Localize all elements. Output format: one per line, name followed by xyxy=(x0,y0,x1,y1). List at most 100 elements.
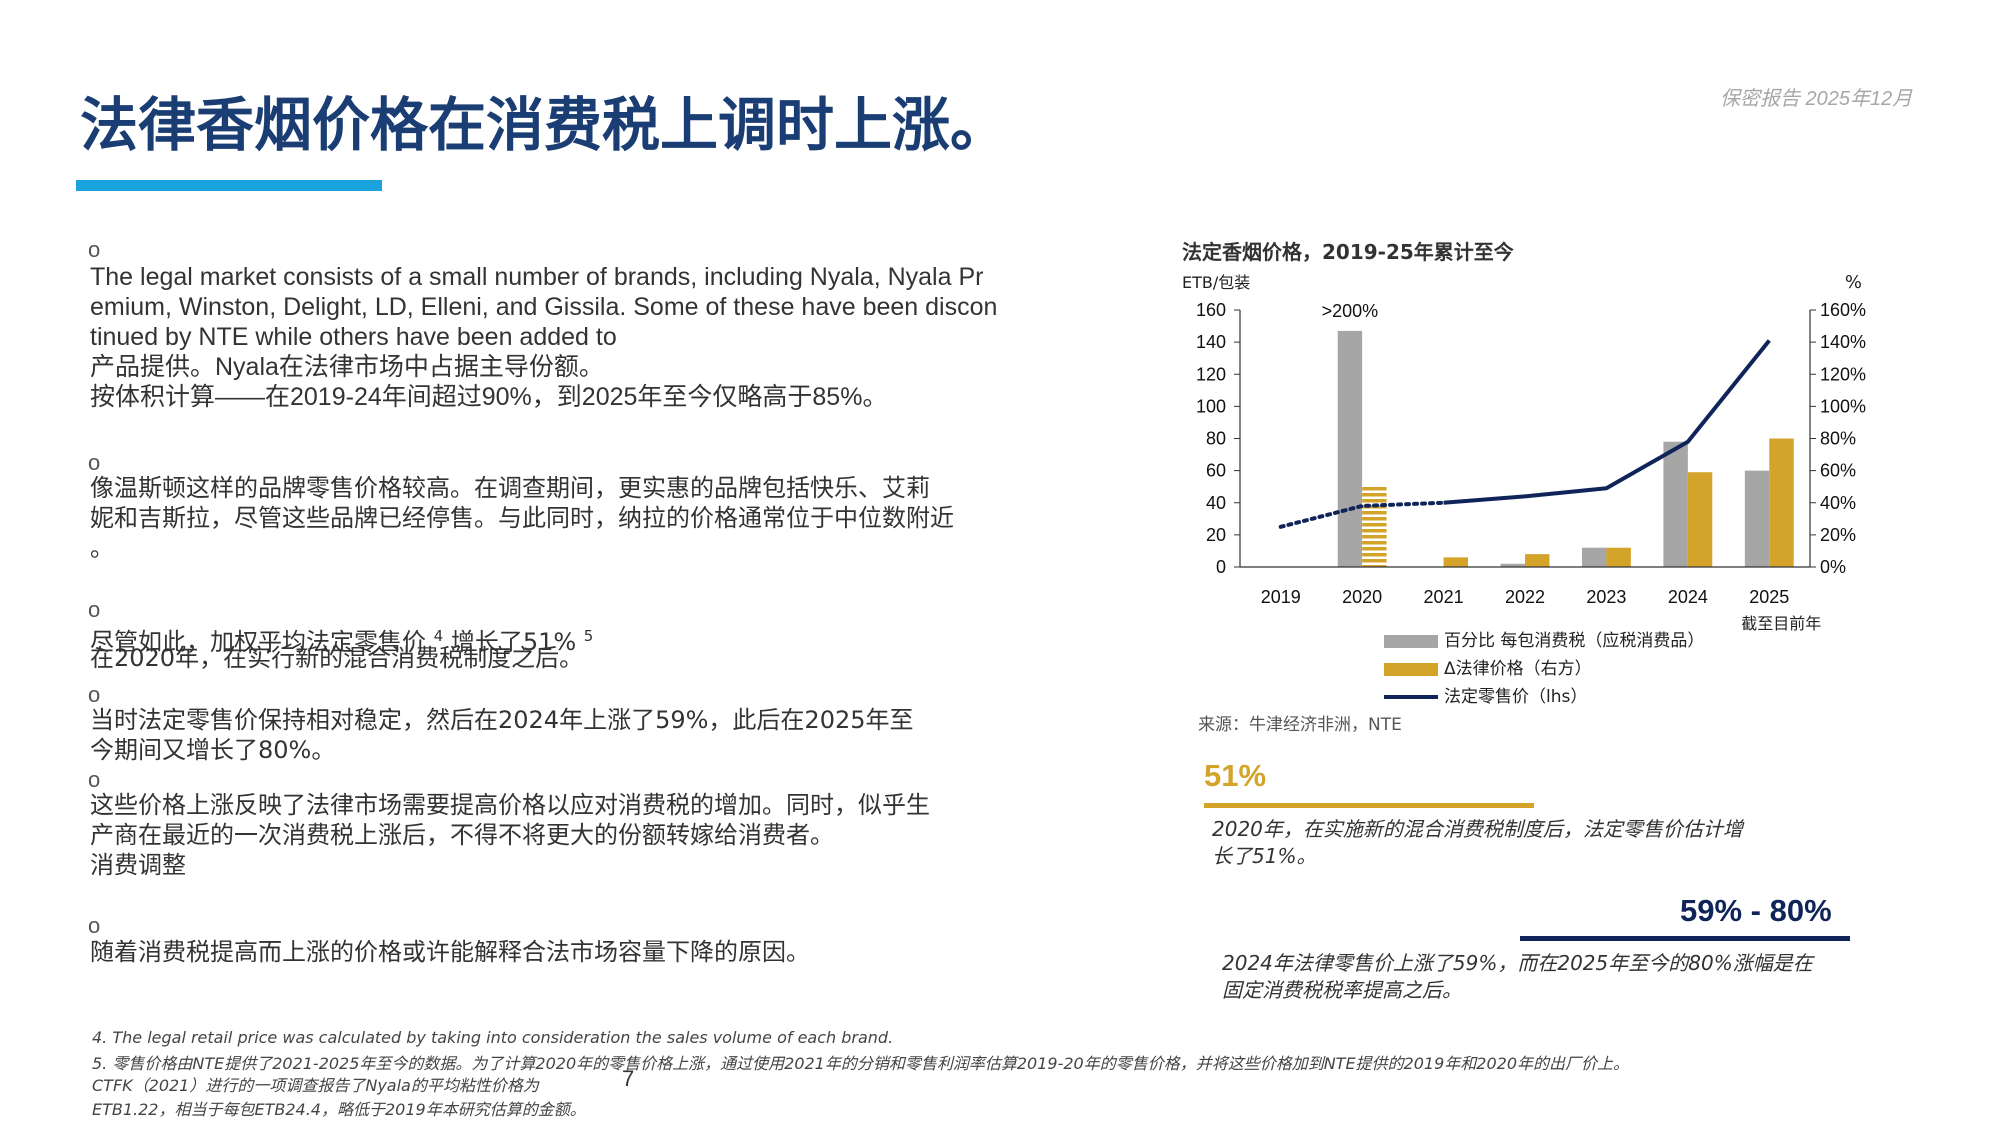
bullet-marker: o xyxy=(88,767,101,792)
chart-title: 法定香烟价格，2019-25年累计至今 xyxy=(1182,240,1514,264)
retail-price-line xyxy=(1278,339,1771,529)
text-line: 消费调整 xyxy=(90,851,186,879)
tick-label: 80 xyxy=(1206,429,1226,449)
bullet-marker: o xyxy=(88,450,101,475)
legend-swatch-gold xyxy=(1384,662,1438,676)
x-tick-label: 2025 xyxy=(1749,587,1789,607)
tick-label: 80% xyxy=(1820,429,1856,449)
bullet-1-text: The legal market consists of a small num… xyxy=(90,262,997,412)
x-axis: 2019 2020 2021 2022 2023 2024 2025 xyxy=(1261,587,1790,607)
callout-value-59-80: 59% - 80% xyxy=(1680,893,1832,928)
text-line: 妮和吉斯拉，尽管这些品牌已经停售。与此同时，纳拉的价格通常位于中位数附近 xyxy=(90,504,954,532)
text-line: 2020年，在实施新的混合消费税制度后，法定零售价估计增 xyxy=(1212,817,1743,841)
page-title: 法律香烟价格在消费税上调时上涨。 xyxy=(80,91,1009,159)
legend-swatch-line xyxy=(1384,695,1438,699)
text-line: 在2020年，在实行新的混合消费税制度之后。 xyxy=(90,644,584,672)
x-tick-label: 2022 xyxy=(1505,587,1545,607)
category-note: 截至目前年 xyxy=(1741,614,1821,633)
legend-label: Δ法律价格（右方） xyxy=(1444,659,1592,679)
source-note: 来源：牛津经济非洲，NTE xyxy=(1198,715,1402,735)
page-number: 7 xyxy=(622,1066,635,1091)
tick-label: 0% xyxy=(1820,557,1846,577)
right-axis: 0% 20% 40% 60% 80% 100% 120% 140% 160% xyxy=(1810,300,1866,577)
tick-label: 20% xyxy=(1820,525,1856,545)
tick-label: 120 xyxy=(1196,364,1226,384)
bar-price-change-2023 xyxy=(1606,547,1631,567)
bar-price-change-2025 xyxy=(1769,438,1794,567)
text-fragment: 增长了51% xyxy=(443,628,584,656)
text-line: The legal market consists of a small num… xyxy=(90,263,984,291)
bullet-4-text: 当时法定零售价保持相对稳定，然后在2024年上涨了59%，此后在2025年至 今… xyxy=(90,705,914,765)
tick-label: 120% xyxy=(1820,364,1866,384)
text-line: 按体积计算——在2019-24年间超过90%，到2025年至今仅略高于85%。 xyxy=(90,383,888,411)
text-line: 产商在最近的一次消费税上涨后，不得不将更大的份额转嫁给消费者。 xyxy=(90,821,834,849)
tick-label: 140% xyxy=(1820,332,1866,352)
x-tick-label: 2019 xyxy=(1261,587,1301,607)
text-line: 。 xyxy=(90,534,114,562)
legend-label: 百分比 每包消费税（应税消费品） xyxy=(1444,631,1705,651)
bullet-marker: o xyxy=(88,237,101,262)
x-tick-label: 2021 xyxy=(1424,587,1464,607)
bullet-marker: o xyxy=(88,682,101,707)
bar-excise-2025 xyxy=(1744,470,1770,567)
footnote-5-cont: CTFK（2021）进行的一项调查报告了Nyala的平均粘性价格为 xyxy=(92,1076,539,1095)
bar-price-change-2022 xyxy=(1525,554,1550,567)
chart-legend: 百分比 每包消费税（应税消费品） Δ法律价格（右方） 法定零售价（lhs） xyxy=(1384,626,1704,710)
title-underline xyxy=(76,180,382,191)
bullet-2-text: 像温斯顿这样的品牌零售价格较高。在调查期间，更实惠的品牌包括快乐、艾莉 妮和吉斯… xyxy=(90,473,954,563)
legend-item: 法定零售价（lhs） xyxy=(1384,682,1704,710)
text-line: 当时法定零售价保持相对稳定，然后在2024年上涨了59%，此后在2025年至 xyxy=(90,706,914,734)
footnote-ref-5: 5 xyxy=(583,627,594,645)
callout-underline-gold xyxy=(1204,803,1534,808)
tick-label: 0 xyxy=(1216,557,1226,577)
footnote-5-cont: ETB1.22，相当于每包ETB24.4，略低于2019年本研究估算的金额。 xyxy=(92,1100,586,1119)
text-line: 这些价格上涨反映了法律市场需要提高价格以应对消费税的增加。同时，似乎生 xyxy=(90,791,930,819)
text-line: 长了51%。 xyxy=(1212,844,1317,868)
line-segment-actual xyxy=(1443,339,1771,505)
bar-excise-2023 xyxy=(1582,547,1607,567)
bullet-5-text: 这些价格上涨反映了法律市场需要提高价格以应对消费税的增加。同时，似乎生 产商在最… xyxy=(90,790,930,880)
footnote-ref-4: 4 xyxy=(433,627,444,645)
bar-excise-2024 xyxy=(1663,441,1688,567)
legend-item: Δ法律价格（右方） xyxy=(1384,654,1704,682)
tick-label: 100% xyxy=(1820,396,1866,416)
bullet-6-text: 随着消费税提高而上涨的价格或许能解释合法市场容量下降的原因。 xyxy=(90,937,810,967)
callout-underline-navy xyxy=(1520,936,1850,941)
bar-price-change-2021 xyxy=(1443,557,1468,567)
x-tick-label: 2024 xyxy=(1668,587,1708,607)
chart-annotation: >200% xyxy=(1322,301,1379,321)
text-line: 2024年法律零售价上涨了59%，而在2025年至今的80%涨幅是在 xyxy=(1222,951,1813,975)
price-change-bars xyxy=(1362,438,1794,567)
legend-swatch-grey xyxy=(1384,634,1438,648)
text-line: 今期间又增长了80%。 xyxy=(90,736,336,764)
text-line: tinued by NTE while others have been add… xyxy=(90,323,617,351)
bar-excise-2020 xyxy=(1337,330,1363,567)
footnote-4: 4. The legal retail price was calculated… xyxy=(92,1028,894,1047)
bar-price-change-2020 xyxy=(1362,485,1387,567)
x-tick-label: 2023 xyxy=(1586,587,1626,607)
tick-label: 160% xyxy=(1820,300,1866,320)
tick-label: 60% xyxy=(1820,461,1856,481)
bullet-marker: o xyxy=(88,913,101,938)
text-line: 产品提供。Nyala在法律市场中占据主导份额。 xyxy=(90,353,604,381)
bullet-3-text: 尽管如此，加权平均法定零售价 4 增长了51% 5 在2020年，在实行新的混合… xyxy=(90,621,593,673)
bullet-marker: o xyxy=(88,597,101,622)
tick-label: 20 xyxy=(1206,525,1226,545)
chart-svg: ETB/包装 % 0 20 40 60 80 100 120 140 160 0% 20% 40% 6… xyxy=(1182,272,1866,633)
text-line: 固定消费税税率提高之后。 xyxy=(1222,978,1462,1002)
text-fragment: 尽管如此，加权平均法定零售价 xyxy=(90,628,434,656)
text-line: 随着消费税提高而上涨的价格或许能解释合法市场容量下降的原因。 xyxy=(90,938,810,966)
confidential-label: 保密报告 2025年12月 xyxy=(1720,88,1913,110)
tick-label: 100 xyxy=(1196,396,1226,416)
left-axis-label: ETB/包装 xyxy=(1182,273,1250,292)
right-axis-label: % xyxy=(1845,272,1862,293)
excise-share-bars xyxy=(1337,330,1770,567)
x-tick-label: 2020 xyxy=(1342,587,1382,607)
left-axis: 0 20 40 60 80 100 120 140 160 xyxy=(1196,300,1240,577)
bar-excise-2022 xyxy=(1500,563,1525,567)
text-line: emium, Winston, Delight, LD, Elleni, and… xyxy=(90,293,998,321)
tick-label: 40 xyxy=(1206,493,1226,513)
text-line: 尽管如此，加权平均法定零售价 4 增长了51% 5 xyxy=(90,621,594,656)
bullet-1: o xyxy=(88,237,100,263)
callout-value-51: 51% xyxy=(1204,758,1267,793)
